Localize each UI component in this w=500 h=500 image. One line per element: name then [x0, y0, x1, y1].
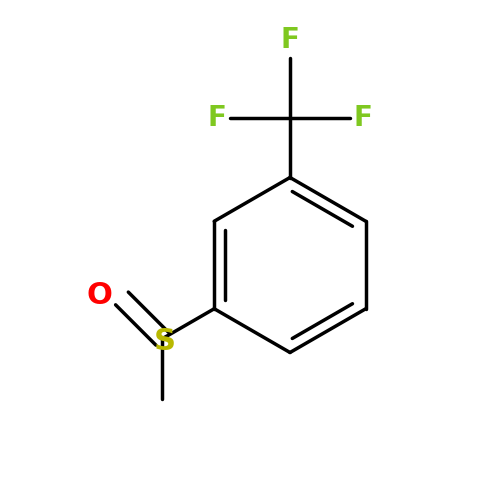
Text: S: S	[154, 327, 176, 356]
Text: F: F	[280, 26, 299, 54]
Text: O: O	[86, 282, 112, 310]
Text: F: F	[207, 104, 226, 132]
Text: F: F	[354, 104, 373, 132]
